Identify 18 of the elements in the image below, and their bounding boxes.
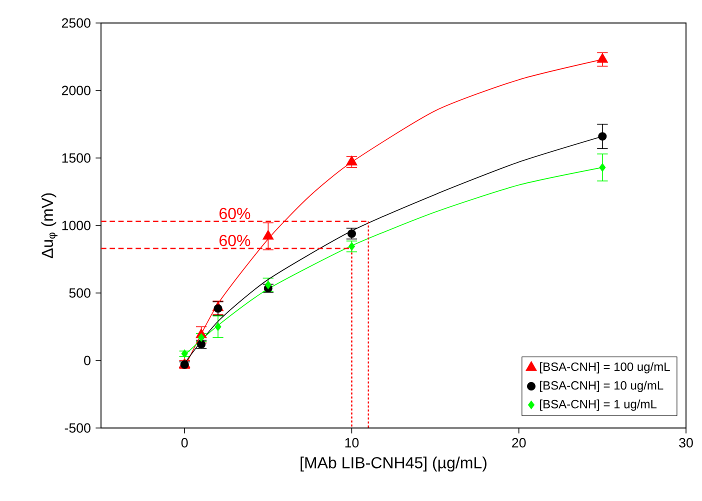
annotation: 60% — [220, 208, 250, 220]
x-tick-label: 10 — [345, 438, 359, 448]
x-tick-label: 30 — [679, 438, 693, 448]
y-tick-label: 2500 — [62, 18, 90, 28]
legend-label: [BSA-CNH] = 1 ug/mL — [540, 400, 657, 411]
y-tick-label: 1500 — [62, 153, 90, 163]
x-axis-title: [MAb LIB-CNH45] (µg/mL) — [300, 456, 486, 472]
y-tick-label: 0 — [84, 356, 90, 366]
legend-label: [BSA-CNH] = 100 ug/mL — [540, 362, 670, 374]
y-axis-title: Δu$_{φ}$ (mV) — [41, 193, 58, 258]
x-tick-label: 20 — [512, 438, 526, 448]
y-tick-label: 2000 — [62, 86, 90, 96]
y-tick-label: -500 — [64, 423, 90, 433]
x-tick-label: 0 — [181, 438, 188, 448]
y-tick-label: 500 — [69, 288, 90, 298]
annotation: 60% — [220, 234, 250, 246]
legend-label: [BSA-CNH] = 10 ug/mL — [540, 380, 664, 392]
y-tick-label: 1000 — [62, 220, 90, 230]
